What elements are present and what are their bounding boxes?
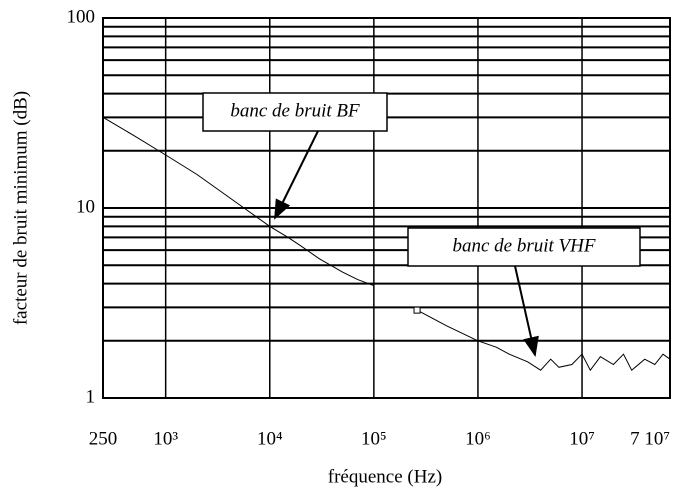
annotation-text: banc de bruit VHF	[452, 235, 595, 256]
series-line	[102, 116, 375, 287]
x-tick-label: 7 10⁷	[630, 428, 670, 449]
x-axis-title: fréquence (Hz)	[328, 466, 442, 487]
x-tick-label: 10⁵	[361, 428, 387, 449]
y-axis-title: facteur de bruit minimum (dB)	[10, 91, 31, 325]
y-tick-label: 10	[76, 196, 95, 217]
x-tick-label: 250	[89, 428, 118, 449]
series-line	[416, 309, 671, 372]
annotation-box	[407, 227, 641, 267]
point-marker	[413, 306, 421, 314]
annotation-arrow	[514, 265, 539, 357]
annotation-box	[202, 92, 388, 132]
annotation-text: banc de bruit BF	[230, 100, 360, 121]
annotation-arrow	[274, 130, 319, 220]
x-tick-label: 10³	[153, 428, 178, 449]
y-tick-label: 100	[67, 6, 96, 27]
x-tick-label: 10⁴	[257, 428, 283, 449]
y-tick-label: 1	[86, 386, 96, 407]
x-tick-label: 10⁶	[465, 428, 491, 449]
x-tick-label: 10⁷	[569, 428, 595, 449]
